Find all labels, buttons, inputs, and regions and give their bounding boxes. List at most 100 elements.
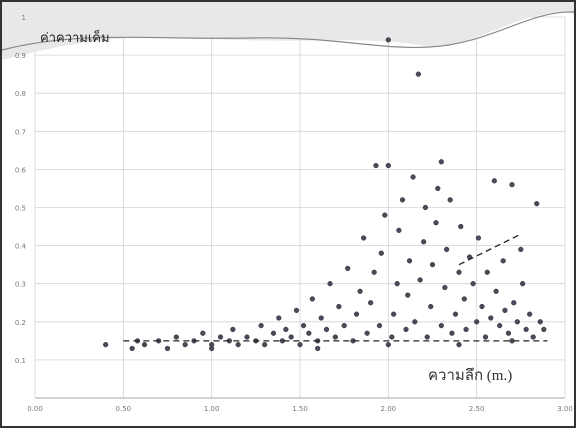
header-curve [1, 11, 575, 51]
x-tick-label: 1.50 [292, 405, 308, 413]
point [385, 162, 391, 169]
point [293, 307, 300, 313]
point [318, 315, 324, 321]
point [373, 162, 379, 169]
point [399, 197, 406, 203]
point [433, 220, 439, 226]
point [371, 269, 377, 275]
point [456, 342, 462, 348]
point [164, 345, 171, 352]
y-axis-label: ค่าความเค็ม [40, 28, 110, 46]
point [403, 326, 409, 333]
point [456, 269, 462, 275]
point [385, 37, 391, 43]
point [514, 319, 520, 325]
x-tick-label: 3.00 [557, 405, 573, 413]
point [315, 345, 321, 352]
y-tick-label: 0.2 [15, 319, 26, 327]
point [424, 334, 430, 340]
x-axis-label: ความลึก (m.) [428, 367, 512, 384]
point [417, 277, 423, 283]
point [475, 235, 482, 241]
x-tick-label: 1.00 [204, 405, 220, 413]
point [518, 246, 524, 253]
point [270, 330, 277, 336]
y-tick-label: 0.4 [15, 243, 27, 251]
x-tick-label: 0.00 [27, 405, 43, 413]
point [182, 342, 188, 348]
point [345, 265, 351, 272]
x-tick-label: 2.50 [469, 405, 485, 413]
point [497, 323, 503, 329]
point [438, 159, 444, 165]
point [357, 288, 363, 294]
point [537, 319, 543, 325]
point [422, 204, 429, 211]
y-tick-label: 0.9 [15, 52, 26, 60]
point [449, 330, 455, 336]
point [479, 303, 485, 310]
point [488, 315, 494, 321]
y-tick-label: 0.5 [15, 205, 26, 213]
header-wave [2, 2, 574, 60]
point [406, 258, 413, 264]
point [300, 323, 307, 329]
point [378, 250, 384, 256]
point [141, 342, 148, 348]
point [435, 185, 441, 192]
point [509, 182, 515, 188]
point [327, 281, 333, 287]
point [452, 311, 459, 317]
point [493, 288, 499, 294]
point [470, 281, 476, 287]
point [519, 281, 526, 287]
point [491, 178, 497, 184]
point [217, 334, 224, 340]
point [368, 300, 374, 306]
point [412, 319, 418, 325]
point [442, 284, 448, 291]
y-tick-label: 0.7 [15, 128, 26, 136]
point [244, 334, 250, 340]
point [474, 319, 480, 325]
point [500, 258, 506, 264]
point [103, 342, 109, 348]
point [376, 323, 383, 329]
point [415, 71, 421, 77]
point [262, 342, 268, 348]
point [385, 342, 391, 348]
point [332, 334, 338, 340]
point [283, 326, 289, 333]
point [297, 342, 303, 348]
point [484, 269, 490, 275]
x-tick-label: 2.00 [381, 405, 397, 413]
point [306, 330, 312, 336]
point [341, 323, 347, 329]
point [458, 223, 464, 230]
point [361, 235, 367, 241]
point [391, 311, 397, 317]
y-tick-label: 0.3 [15, 281, 26, 289]
point [129, 345, 135, 352]
point [309, 296, 315, 302]
point [541, 326, 547, 333]
point [258, 323, 264, 329]
point [505, 330, 512, 336]
point [288, 334, 294, 340]
point [428, 303, 434, 310]
point [364, 330, 370, 336]
point [276, 315, 282, 321]
point [482, 334, 489, 340]
point [389, 334, 395, 340]
point [421, 239, 427, 245]
point [429, 262, 436, 268]
y-tick-label: 1 [22, 14, 26, 22]
point [353, 311, 360, 317]
point [323, 326, 330, 333]
y-tick-label: 0.6 [15, 166, 27, 174]
point [534, 201, 540, 207]
trend-line [458, 233, 522, 266]
point [523, 326, 529, 333]
